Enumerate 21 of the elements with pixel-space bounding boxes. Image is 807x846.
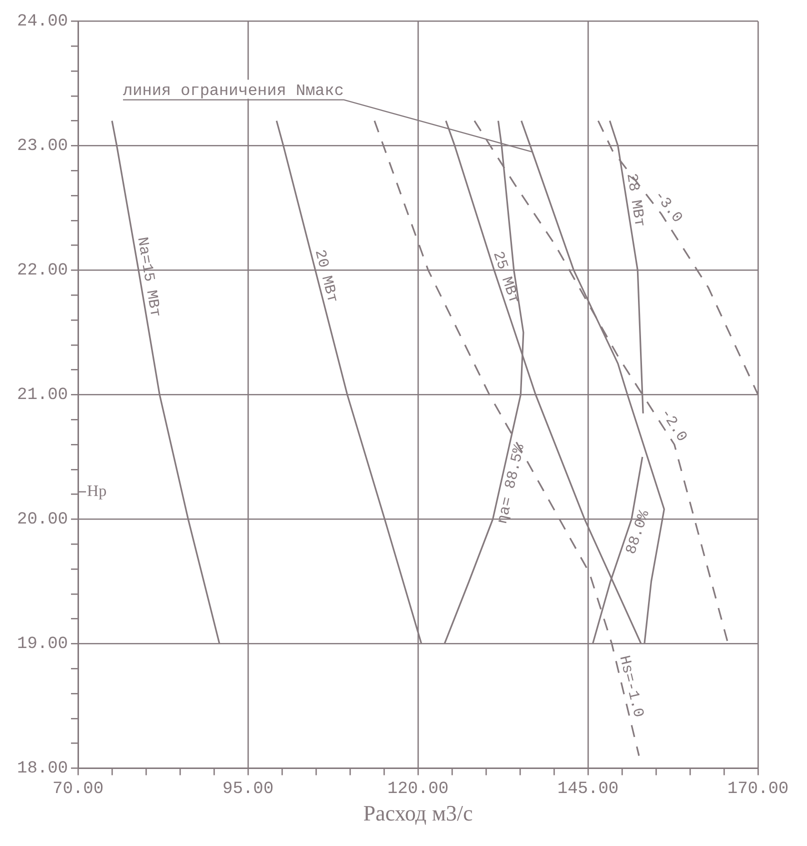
x-axis-title: Расход м3/с — [363, 800, 473, 826]
text: Hs=-1.0 — [615, 654, 647, 720]
y-tick-label: 24.00 — [16, 12, 68, 32]
text: 88.0% — [622, 507, 654, 556]
y-tick-label: 22.00 — [16, 262, 68, 281]
y-tick-label: 21.00 — [16, 386, 68, 406]
text: 25 МВт — [489, 249, 522, 306]
text: Na=15 МВт — [133, 236, 164, 318]
x-tick-label: 145.00 — [557, 780, 619, 799]
x-tick-label: 120.00 — [387, 780, 449, 799]
text: линия ограничения Nмакс — [123, 82, 344, 100]
y-tick-label: 20.00 — [16, 510, 68, 530]
y-tick-label: 18.00 — [16, 760, 68, 779]
x-tick-label: 170.00 — [727, 780, 789, 799]
annotation: Hp — [87, 483, 107, 500]
text: ηa= 88.5% — [494, 442, 528, 526]
y-tick-label: 19.00 — [16, 635, 68, 654]
x-tick-label: 70.00 — [52, 780, 104, 799]
x-tick-label: 95.00 — [222, 780, 274, 799]
text: 20 МВт — [310, 248, 341, 305]
y-tick-label: 23.00 — [16, 137, 68, 156]
